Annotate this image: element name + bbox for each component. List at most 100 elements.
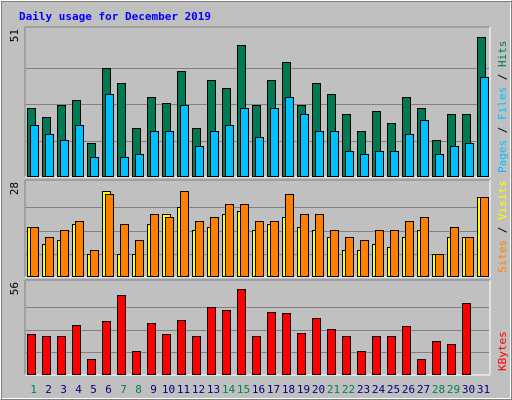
bar-kbytes-day-5: [87, 359, 96, 375]
legend-pages: Pages: [496, 140, 509, 173]
bar-kbytes-day-21: [327, 329, 336, 375]
legend-hits: Hits: [496, 41, 509, 68]
bar-files-day-15: [240, 108, 249, 177]
bar-kbytes-day-16: [252, 336, 261, 375]
x-tick-label-17: 17: [267, 383, 280, 396]
bar-kbytes-day-2: [42, 336, 51, 375]
x-tick-label-3: 3: [60, 383, 67, 396]
bar-files-day-16: [255, 137, 264, 177]
bar-files-day-27: [420, 120, 429, 177]
bar-files-day-19: [300, 114, 309, 177]
bar-files-day-8: [135, 154, 144, 177]
bar-kbytes-day-8: [132, 351, 141, 375]
bar-kbytes-day-28: [432, 341, 441, 375]
bar-kbytes-day-19: [297, 333, 306, 375]
bar-files-day-14: [225, 125, 234, 177]
bar-kbytes-day-4: [72, 325, 81, 375]
bar-files-day-6: [105, 94, 114, 177]
bar-files-day-31: [480, 77, 489, 177]
bar-files-day-22: [345, 151, 354, 177]
bar-kbytes-day-24: [372, 336, 381, 375]
bar-kbytes-day-12: [192, 336, 201, 375]
panels-layer: 51 Pages / Files / Hits 28 Sites / Visits 56…: [8, 26, 509, 376]
bar-files-day-10: [165, 131, 174, 177]
bar-visits-day-9: [150, 214, 159, 277]
legend-sites: Sites: [496, 240, 509, 273]
bar-kbytes-day-27: [417, 359, 426, 375]
bar-kbytes-day-14: [222, 310, 231, 375]
bar-files-day-29: [450, 146, 459, 177]
bar-files-day-5: [90, 157, 99, 177]
bar-kbytes-day-7: [117, 295, 126, 375]
bar-kbytes-day-15: [237, 289, 246, 375]
x-tick-label-27: 27: [417, 383, 430, 396]
x-tick-label-4: 4: [75, 383, 82, 396]
x-tick-label-30: 30: [462, 383, 475, 396]
x-tick-label-1: 1: [30, 383, 37, 396]
legend: KBytes: [496, 331, 509, 371]
bar-kbytes-day-25: [387, 336, 396, 375]
bar-files-day-4: [75, 125, 84, 177]
bar-kbytes-day-29: [447, 344, 456, 375]
bar-files-day-24: [375, 151, 384, 177]
bar-files-day-13: [210, 131, 219, 177]
bar-visits-day-15: [240, 204, 249, 277]
bar-visits-day-4: [75, 221, 84, 277]
x-tick-label-24: 24: [372, 383, 386, 396]
y-max-label: 56: [8, 282, 21, 295]
bar-visits-day-26: [405, 221, 414, 277]
bar-visits-day-24: [375, 230, 384, 277]
bar-kbytes-day-10: [162, 334, 171, 375]
x-tick-label-13: 13: [207, 383, 220, 396]
bar-files-day-26: [405, 134, 414, 177]
bar-files-day-3: [60, 140, 69, 177]
bar-files-day-28: [435, 154, 444, 177]
legend: Sites / Visits: [496, 180, 509, 273]
x-tick-label-14: 14: [222, 383, 236, 396]
x-tick-label-11: 11: [177, 383, 190, 396]
bar-visits-day-8: [135, 240, 144, 277]
bar-visits-day-28: [435, 254, 444, 277]
x-tick-label-5: 5: [90, 383, 97, 396]
x-tick-label-19: 19: [297, 383, 310, 396]
bar-visits-day-29: [450, 227, 459, 277]
bar-visits-day-25: [390, 230, 399, 277]
x-tick-label-18: 18: [282, 383, 295, 396]
x-tick-label-7: 7: [120, 383, 127, 396]
bar-files-day-9: [150, 131, 159, 177]
legend-separator: /: [496, 120, 509, 140]
bar-visits-day-16: [255, 221, 264, 277]
bar-kbytes-day-3: [57, 336, 66, 375]
x-tick-label-28: 28: [432, 383, 445, 396]
bar-visits-day-19: [300, 214, 309, 277]
bar-kbytes-day-1: [27, 334, 36, 375]
legend-kbytes: KBytes: [496, 331, 509, 371]
bar-visits-day-13: [210, 217, 219, 277]
bar-visits-day-2: [45, 237, 54, 277]
bar-visits-day-5: [90, 250, 99, 277]
bar-files-day-18: [285, 97, 294, 177]
bar-files-day-25: [390, 151, 399, 177]
bar-visits-day-23: [360, 240, 369, 277]
x-tick-label-25: 25: [387, 383, 400, 396]
bar-visits-day-18: [285, 194, 294, 277]
bar-kbytes-day-30: [462, 303, 471, 375]
bar-visits-day-7: [120, 224, 129, 277]
chart-title: Daily usage for December 2019: [19, 10, 211, 23]
x-tick-label-2: 2: [45, 383, 52, 396]
bar-visits-day-14: [225, 204, 234, 277]
x-tick-label-26: 26: [402, 383, 415, 396]
x-tick-label-8: 8: [135, 383, 142, 396]
bar-visits-day-27: [420, 217, 429, 277]
x-tick-label-31: 31: [477, 383, 490, 396]
hits-panel: 51 Pages / Files / Hits: [8, 26, 509, 178]
bar-files-day-12: [195, 146, 204, 177]
bar-visits-day-1: [30, 227, 39, 277]
bar-kbytes-day-17: [267, 312, 276, 375]
bar-visits-day-3: [60, 230, 69, 277]
bar-visits-day-21: [330, 230, 339, 277]
x-tick-label-15: 15: [237, 383, 250, 396]
bar-visits-day-22: [345, 237, 354, 277]
